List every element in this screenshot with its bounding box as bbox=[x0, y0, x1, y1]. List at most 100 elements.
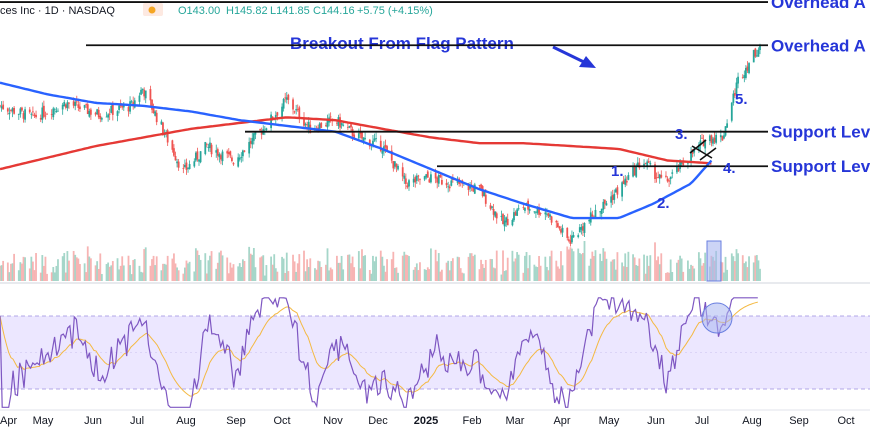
volume-bar bbox=[46, 273, 48, 281]
volume-bar bbox=[699, 258, 702, 281]
volume-bar bbox=[2, 260, 5, 281]
volume-bar bbox=[657, 256, 660, 281]
candle bbox=[614, 187, 617, 193]
volume-bar bbox=[177, 270, 180, 281]
volume-bar bbox=[357, 251, 360, 281]
candle bbox=[53, 107, 56, 115]
candle bbox=[11, 107, 14, 118]
level-label: Support Lev bbox=[771, 157, 870, 176]
candle bbox=[138, 92, 141, 106]
volume-bar bbox=[447, 260, 450, 281]
volume-bar bbox=[155, 256, 158, 281]
volume-bar bbox=[743, 263, 746, 281]
volume-bar bbox=[735, 249, 738, 281]
volume-bar bbox=[199, 259, 202, 281]
volume-bar bbox=[527, 268, 529, 281]
candle bbox=[605, 200, 608, 206]
volume-bar bbox=[351, 256, 354, 281]
volume-bar bbox=[492, 267, 495, 281]
volume-bar bbox=[238, 263, 241, 281]
volume-bar bbox=[561, 265, 564, 281]
candle bbox=[13, 105, 16, 115]
candle bbox=[556, 220, 559, 228]
volume-bar bbox=[558, 268, 561, 281]
candle bbox=[514, 210, 517, 216]
candle bbox=[450, 177, 453, 187]
volume-bar bbox=[348, 254, 351, 281]
volume-bar bbox=[643, 254, 645, 281]
volume-bar bbox=[176, 267, 178, 281]
volume-bar bbox=[578, 253, 581, 281]
volume-bar bbox=[386, 259, 388, 281]
volume-bar bbox=[11, 263, 14, 281]
volume-bar bbox=[270, 256, 272, 281]
volume-bar bbox=[173, 253, 175, 281]
volume-bar bbox=[480, 259, 482, 281]
volume-bar bbox=[636, 265, 639, 281]
volume-bar bbox=[511, 250, 514, 281]
volume-bar bbox=[265, 265, 268, 281]
sma-200-line bbox=[0, 116, 712, 171]
volume-bar bbox=[304, 271, 307, 281]
candle bbox=[320, 122, 323, 128]
volume-bar bbox=[625, 266, 628, 281]
volume-bar bbox=[381, 256, 384, 281]
candle bbox=[658, 173, 661, 184]
volume-bar bbox=[52, 267, 55, 281]
x-tick-label: Jun bbox=[647, 415, 665, 427]
candle bbox=[61, 102, 64, 115]
volume-bar bbox=[336, 255, 338, 281]
volume-bar bbox=[339, 262, 341, 281]
volume-bar bbox=[588, 265, 591, 281]
volume-bar bbox=[737, 253, 739, 281]
volume-bar bbox=[535, 266, 537, 281]
candle bbox=[227, 148, 230, 158]
volume-bar bbox=[690, 264, 692, 281]
candle bbox=[132, 96, 135, 110]
volume-bar bbox=[0, 265, 3, 281]
candle bbox=[638, 158, 641, 170]
candle bbox=[182, 164, 185, 174]
candle bbox=[140, 87, 142, 96]
volume-bar bbox=[229, 262, 232, 281]
candle bbox=[133, 97, 136, 109]
candle bbox=[325, 122, 327, 128]
volume-bar bbox=[110, 265, 113, 281]
volume-bar bbox=[326, 248, 329, 281]
volume-bar bbox=[549, 256, 551, 281]
volume-bar bbox=[194, 248, 197, 281]
candle bbox=[96, 108, 99, 116]
volume-bar bbox=[99, 253, 102, 281]
candle bbox=[24, 106, 26, 123]
volume-bar bbox=[83, 263, 86, 281]
candle bbox=[513, 207, 515, 222]
volume-bar bbox=[755, 255, 758, 281]
volume-bar bbox=[42, 265, 45, 281]
volume-bar bbox=[196, 250, 199, 281]
volume-bar bbox=[759, 268, 761, 281]
volume-bar bbox=[318, 261, 321, 281]
candle bbox=[503, 215, 506, 232]
candle bbox=[348, 125, 351, 129]
volume-bar bbox=[406, 255, 409, 281]
candle bbox=[390, 145, 393, 164]
volume-bar bbox=[528, 255, 531, 281]
volume-bar bbox=[469, 253, 472, 281]
volume-bar bbox=[107, 262, 110, 281]
volume-bar bbox=[395, 267, 398, 281]
volume-bar bbox=[66, 251, 69, 281]
flag-pattern-lines bbox=[689, 139, 717, 161]
volume-bar bbox=[472, 256, 475, 281]
volume-highlight bbox=[706, 240, 722, 282]
candle bbox=[52, 106, 55, 120]
volume-bar bbox=[754, 255, 757, 281]
volume-bar bbox=[666, 272, 669, 281]
candle bbox=[86, 102, 89, 115]
candle bbox=[412, 174, 415, 187]
volume-bar bbox=[632, 254, 634, 281]
symbol-label: ces Inc · 1D · NASDAQ bbox=[0, 5, 115, 17]
candle bbox=[110, 103, 113, 114]
candle bbox=[697, 142, 700, 154]
close-value: C144.16 bbox=[313, 5, 355, 17]
candle bbox=[160, 119, 163, 125]
